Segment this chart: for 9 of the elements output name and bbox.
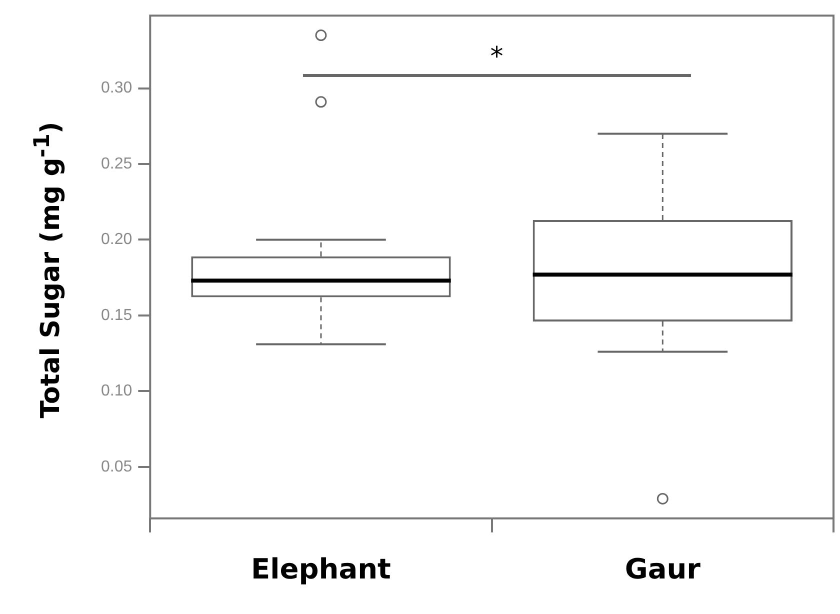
x-tick-label: Gaur <box>624 552 701 586</box>
y-tick-label: 0.20 <box>101 231 132 248</box>
y-tick-label: 0.05 <box>101 458 132 476</box>
annotation: * <box>489 42 504 72</box>
x-tick-label: Elephant <box>251 552 391 586</box>
y-tick-label: 0.25 <box>101 155 132 172</box>
y-tick-label: 0.30 <box>101 80 132 97</box>
y-tick-label: 0.10 <box>101 382 132 400</box>
y-tick-label: 0.15 <box>101 306 132 324</box>
